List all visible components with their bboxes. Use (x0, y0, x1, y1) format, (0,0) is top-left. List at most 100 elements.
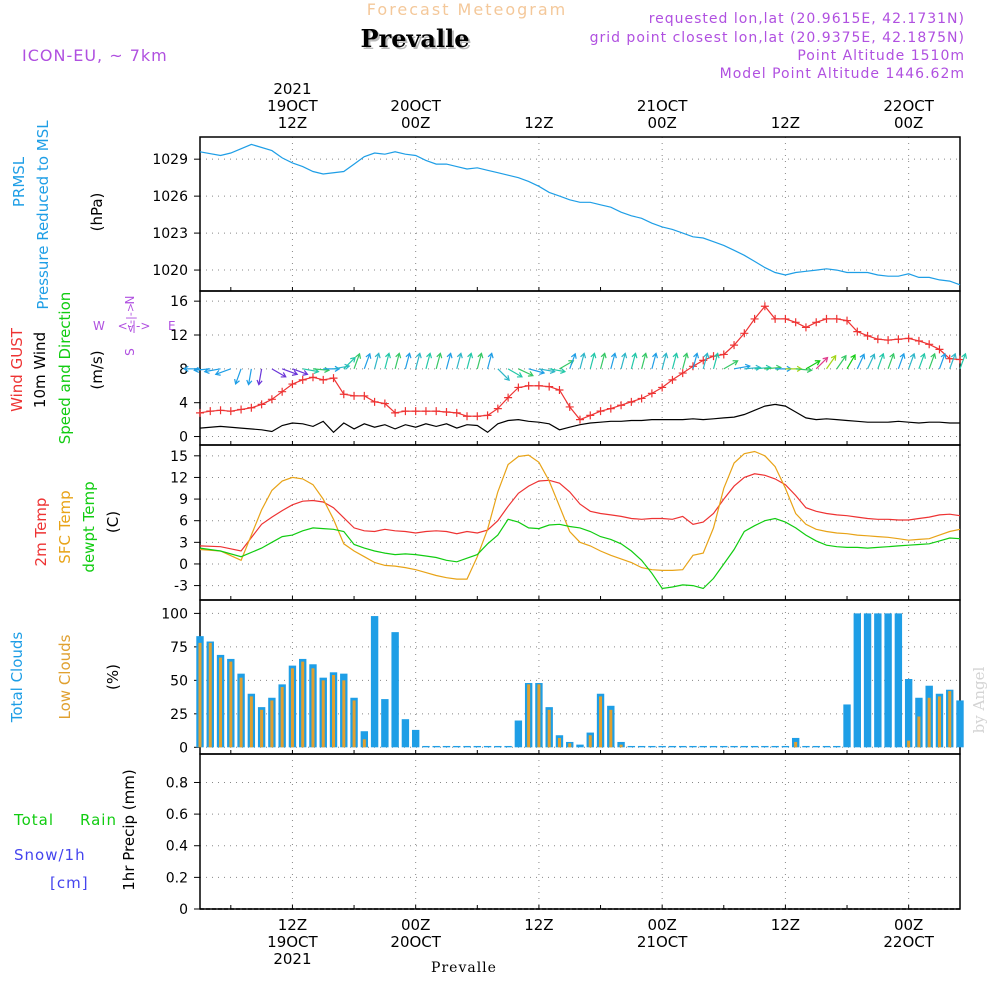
wind-arrow-shaft (404, 353, 411, 370)
total-cloud-bar (894, 613, 903, 748)
wind-arrow-head (246, 379, 253, 386)
wind-arrow-head (539, 368, 546, 375)
top-time-label: 12Z (771, 114, 800, 132)
bottom-time-label: 20OCT (390, 933, 441, 951)
pressure-panel: 1029 1026 1023 1020 (152, 136, 961, 292)
wind-arrow (292, 368, 309, 376)
wind-gust-marker (750, 314, 759, 323)
total-cloud-bar (863, 613, 872, 748)
wind-arrow-shaft (671, 353, 678, 370)
wind-gust-marker (196, 408, 204, 417)
low-cloud-bar (948, 691, 952, 748)
wind-gust-marker (956, 355, 964, 364)
total-cloud-bar (514, 720, 523, 748)
wind-arrow-head (814, 360, 821, 366)
clouds-tick-label: 0 (179, 740, 188, 756)
wind-arrow (528, 368, 546, 375)
total-cloud-bar (843, 704, 851, 748)
wind-arrow (589, 352, 597, 370)
wind-gust-marker (647, 389, 656, 398)
total-cloud-bar (391, 632, 399, 748)
wind-gust-marker (463, 412, 472, 421)
wind-arrow (938, 352, 947, 370)
wind-gust-marker (925, 340, 934, 349)
wind-arrow-head (703, 352, 710, 359)
wind-arrow-head (516, 372, 523, 378)
precip-tick-label: 0.4 (166, 839, 188, 855)
wind-arrow-shaft (651, 353, 657, 370)
wind-arrow-shaft (815, 357, 828, 370)
wind-gust-marker (504, 393, 513, 402)
wind-arrow-head (477, 352, 484, 359)
wind-arrow-shaft (856, 354, 865, 370)
bottom-time-label: 2021 (273, 950, 311, 968)
wind-arrow-head (374, 352, 381, 359)
low-cloud-bar (917, 716, 921, 748)
wind-arrow (435, 352, 443, 370)
low-cloud-bar (239, 677, 243, 748)
wind-panel-labels: Wind GUST 10m Wind Speed and Direction (… (8, 292, 176, 445)
low-cloud-bar (352, 700, 356, 748)
wind-gust-marker (576, 415, 584, 424)
wind-arrow (404, 352, 412, 370)
wind-arrow-shaft (456, 353, 462, 370)
chart-panels: 1029 1026 1023 1020 16 12 8 4 0 15 12 9 6 3 0 -3 100 75 50… (152, 136, 968, 918)
temp-tick-label: 0 (179, 557, 188, 573)
wind-arrow (353, 352, 362, 370)
wind-arrow-shaft (374, 353, 380, 370)
bottom-time-label: 12Z (771, 916, 800, 934)
low-cloud-bar (568, 743, 572, 748)
pressure-label-prmsl: PRMSL (10, 156, 28, 207)
wind-gust-marker (216, 406, 225, 415)
wind-arrow-shaft (247, 368, 252, 385)
temp-tick-label: 15 (170, 449, 188, 465)
low-cloud-bar (301, 661, 305, 748)
total-cloud-bar (904, 679, 913, 748)
wind-gust-marker (791, 318, 800, 327)
wind-gust-marker (339, 390, 348, 399)
wind-gust-marker (771, 314, 780, 323)
precip-total-label: Total (13, 811, 54, 829)
temp-unit: (C) (104, 511, 122, 533)
low-cloud-bar (362, 739, 366, 748)
wind-gust-marker (678, 369, 687, 378)
wind-arrow (246, 368, 253, 386)
low-cloud-bar (219, 657, 223, 748)
wind-arrow-head (950, 352, 957, 359)
wind-arrow-shaft (630, 353, 637, 370)
wind-arrow-head (899, 352, 906, 359)
precip-unit: 1hr Precip (mm) (120, 769, 138, 890)
dewpt-label: dewpt Temp (80, 481, 98, 572)
wind-gust-marker (329, 374, 338, 383)
total-cloud-bar (730, 745, 738, 748)
wind-arrow-shaft (682, 353, 688, 370)
wind-gust-marker (565, 402, 574, 411)
total-cloud-bar (720, 745, 728, 748)
wind-arrow (234, 368, 242, 385)
wind-arrow-shaft (425, 353, 431, 370)
low-cloud-bar (290, 668, 294, 748)
wind-tick-label: 0 (179, 430, 188, 446)
wind-gust-marker (760, 302, 769, 311)
wind-arrow-shaft (394, 353, 400, 370)
wind-arrow-head (344, 363, 351, 370)
wind-arrow (384, 352, 391, 370)
wind-gust-marker (688, 362, 697, 371)
wind-arrow-head (909, 352, 916, 359)
cloud-panel-labels: Total Clouds Low Clouds (%) (8, 632, 122, 724)
wind-arrow-head (961, 352, 968, 359)
wind-arrow (476, 352, 484, 370)
low-cloud-bar (321, 680, 325, 748)
bottom-time-label: 12Z (278, 916, 307, 934)
sfc-temp-label: SFC Temp (56, 490, 74, 563)
wind-arrow (641, 352, 648, 370)
wind-arrow-shaft (415, 353, 421, 370)
wind-gust-label: Wind GUST (8, 327, 26, 412)
wind-gust-marker (843, 316, 852, 325)
pressure-label-desc: Pressure Reduced to MSL (34, 120, 52, 310)
wind-arrow-head (631, 352, 638, 359)
wind-gust-marker (781, 314, 790, 323)
total-cloud-bar (658, 745, 666, 748)
temp-tick-label: -3 (174, 579, 188, 595)
